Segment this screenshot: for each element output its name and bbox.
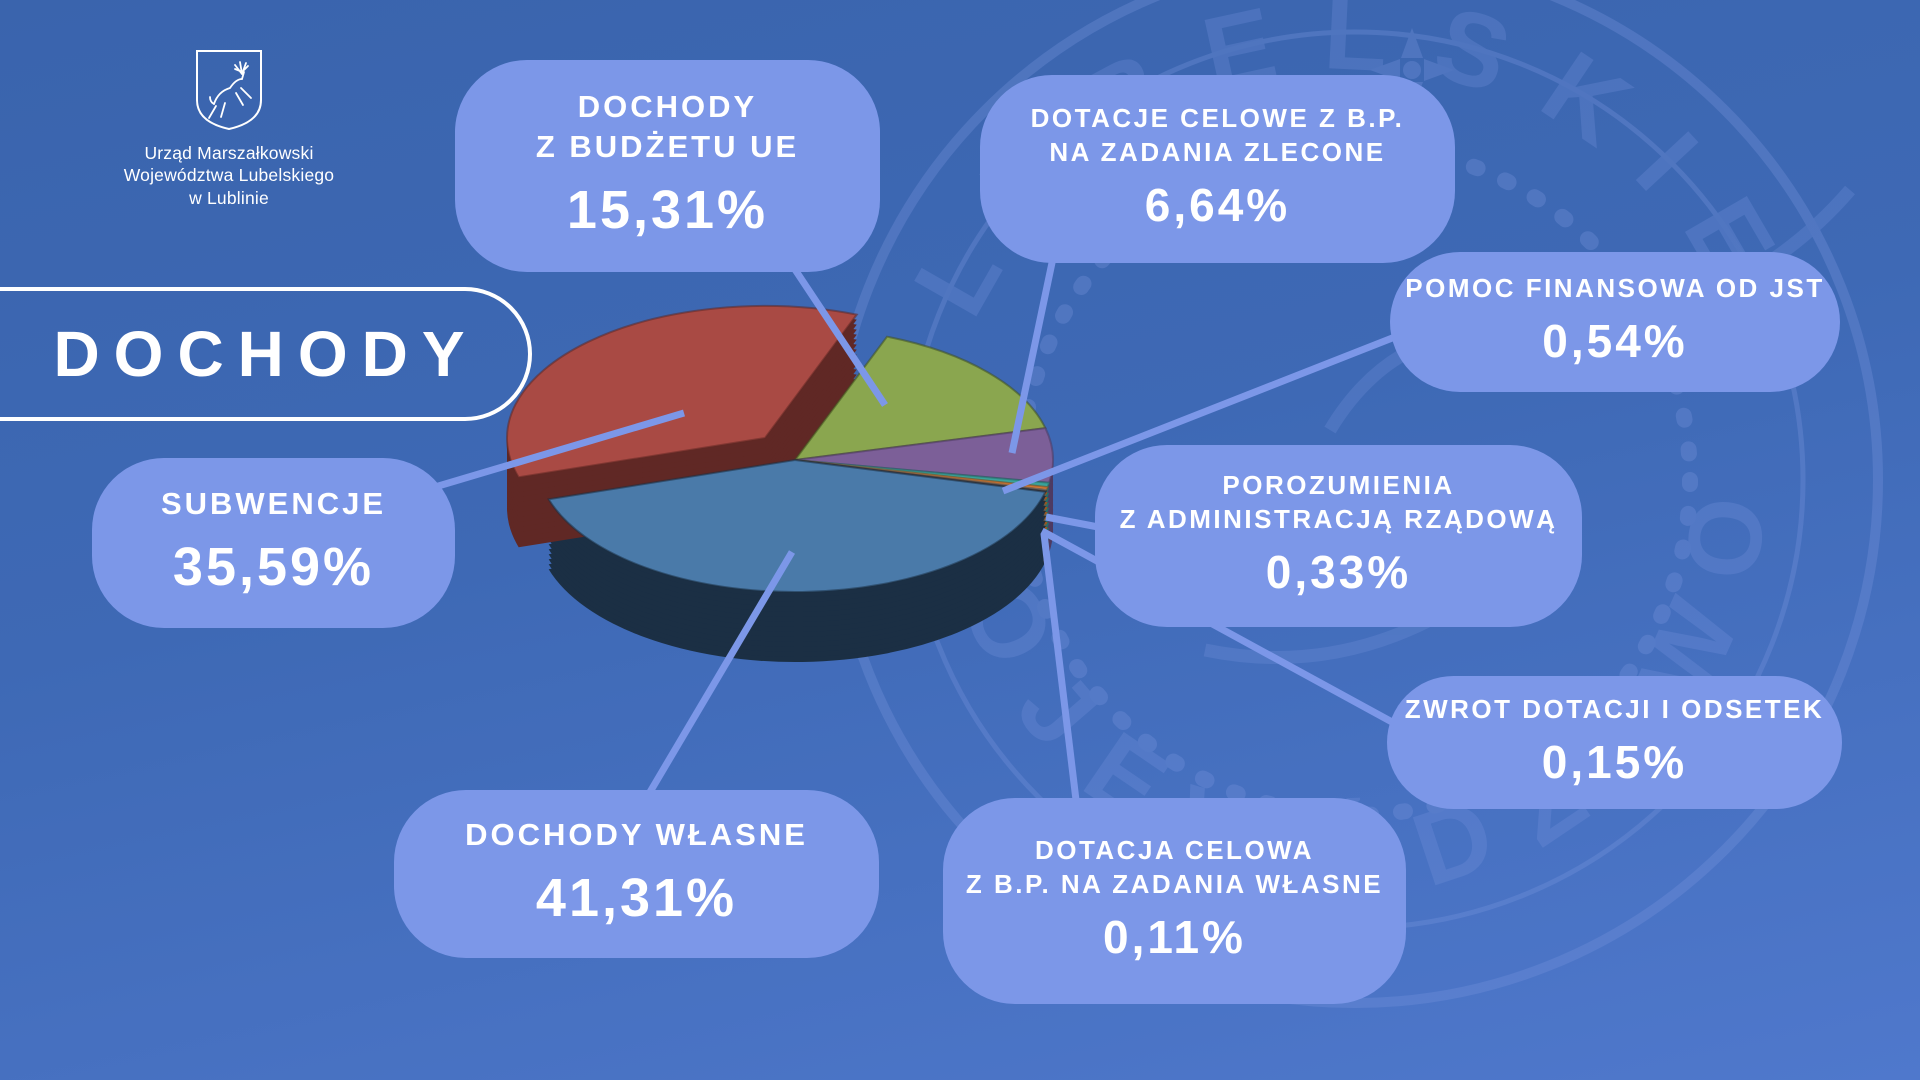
callout-label: SUBWENCJE — [160, 485, 387, 521]
logo-block: Urząd Marszałkowski Województwa Lubelski… — [98, 48, 360, 209]
page-title: DOCHODY — [53, 318, 479, 390]
callout-label: NA ZADANIA ZLECONE — [1049, 137, 1386, 168]
callout-pomoc-finansowa-jst: POMOC FINANSOWA OD JST 0,54% — [1390, 252, 1840, 392]
org-name-line: w Lublinie — [189, 187, 269, 208]
callout-percent: 0,33% — [1265, 545, 1412, 598]
callout-dotacja-celowa-wlasne: DOTACJA CELOWA Z B.P. NA ZADANIA WŁASNE 0,… — [943, 798, 1406, 1004]
callout-label: Z ADMINISTRACJĄ RZĄDOWĄ — [1119, 504, 1558, 535]
callout-label: DOTACJE CELOWE Z B.P. — [1030, 103, 1405, 134]
callout-percent: 0,11% — [1103, 910, 1246, 963]
callout-percent: 6,64% — [1144, 178, 1291, 231]
callout-percent: 41,31% — [535, 868, 738, 929]
callout-dotacje-celowe-zlecone: DOTACJE CELOWE Z B.P. NA ZADANIA ZLECONE 6… — [980, 75, 1455, 263]
callout-label: DOCHODY WŁASNE — [465, 816, 808, 852]
callout-porozumienia: POROZUMIENIA Z ADMINISTRACJĄ RZĄDOWĄ 0,33% — [1095, 445, 1582, 627]
leader-line-pomoc-finansowa-jst — [1001, 331, 1402, 495]
callout-label: DOTACJA CELOWA — [1034, 835, 1315, 866]
pie-slice-subwencje — [506, 305, 859, 479]
leader-line-dochody-z-budzetu-ue — [787, 260, 888, 407]
org-name-line: Województwa Lubelskiego — [123, 165, 335, 186]
callout-subwencje: SUBWENCJE 35,59% — [92, 458, 455, 628]
leader-line-dochody-wlasne — [646, 550, 796, 794]
leader-line-subwencje — [397, 409, 685, 502]
callout-label: POMOC FINANSOWA OD JST — [1405, 273, 1825, 304]
org-name-line: Urząd Marszałkowski — [144, 143, 314, 163]
callout-dochody-wlasne: DOCHODY WŁASNE 41,31% — [394, 790, 879, 958]
callout-percent: 0,15% — [1541, 735, 1688, 788]
callout-percent: 35,59% — [172, 537, 375, 598]
callout-percent: 0,54% — [1542, 315, 1688, 367]
stag-shield-icon — [196, 50, 262, 131]
callout-dochody-z-budzetu-ue: DOCHODY Z BUDŻETU UE 15,31% — [455, 60, 880, 272]
pie-slice-dochody-wlasne — [547, 458, 1047, 594]
callout-label: DOCHODY — [577, 88, 758, 124]
leader-line-dotacje-celowe-zlecone — [1008, 257, 1057, 454]
pie-chart — [506, 305, 1054, 662]
stag-figure — [208, 61, 252, 119]
callout-zwrot-dotacji: ZWROT DOTACJI I ODSETEK 0,15% — [1387, 676, 1842, 809]
callout-label: POROZUMIENIA — [1222, 470, 1455, 501]
callout-label: Z B.P. NA ZADANIA WŁASNE — [965, 869, 1384, 900]
leader-line-dotacja-celowa-wlasne — [1040, 533, 1080, 801]
callout-percent: 15,31% — [566, 180, 769, 241]
title-pill: DOCHODY — [0, 287, 532, 421]
callout-label: Z BUDŻETU UE — [535, 128, 800, 164]
pie-slice-dochody-z-budzetu-ue — [792, 335, 1047, 462]
pie-slice-dotacje-celowe-zlecone — [794, 427, 1054, 484]
callout-label: ZWROT DOTACJI I ODSETEK — [1404, 693, 1825, 724]
